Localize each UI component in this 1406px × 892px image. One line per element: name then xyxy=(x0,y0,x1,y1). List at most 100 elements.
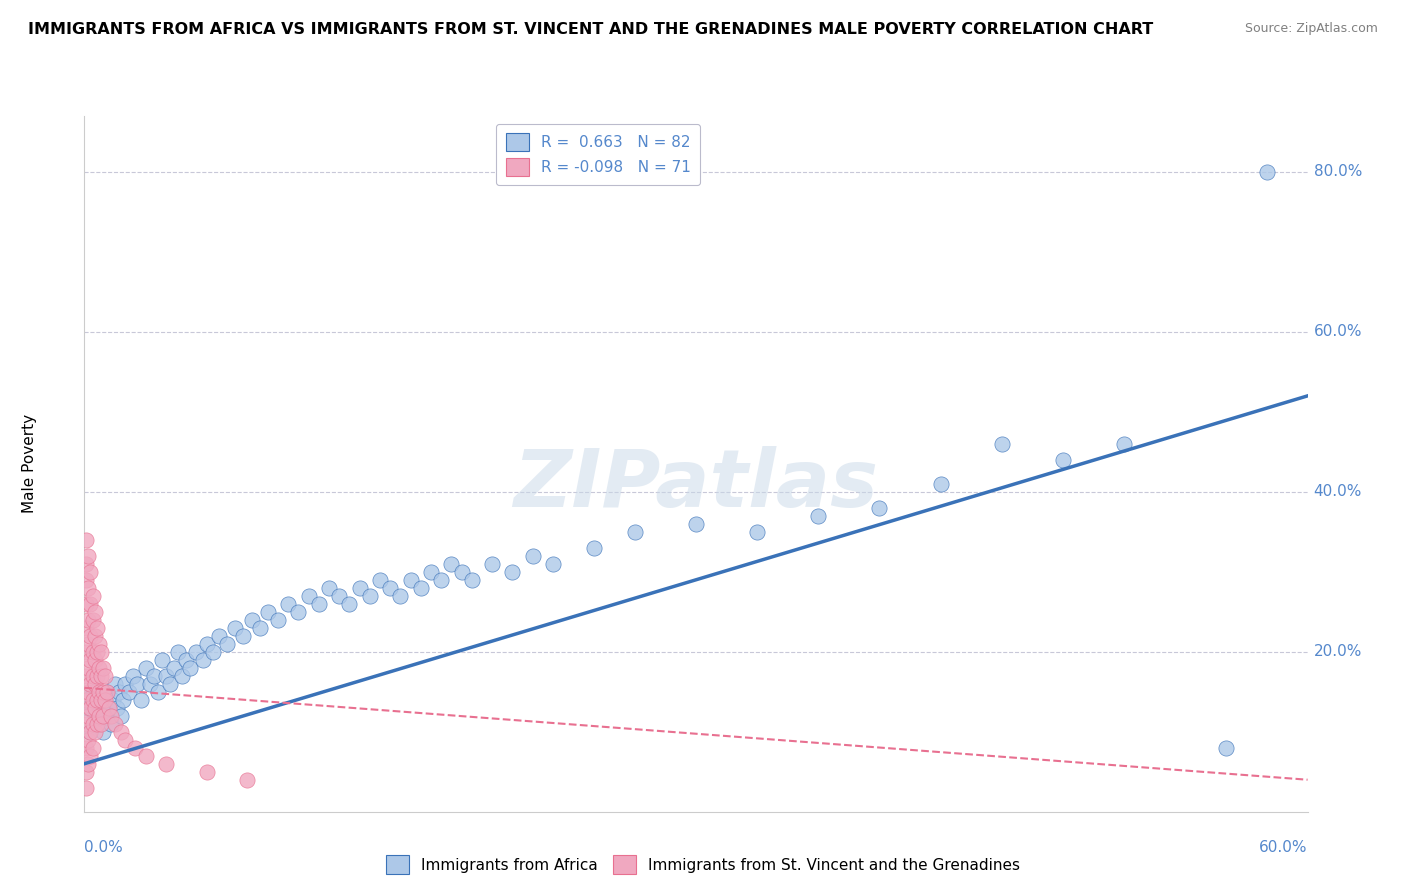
Point xyxy=(96,685,118,699)
Point xyxy=(91,661,114,675)
Point xyxy=(79,565,101,579)
Point xyxy=(747,524,769,539)
Point xyxy=(104,716,127,731)
Point xyxy=(368,573,391,587)
Point xyxy=(308,597,330,611)
Point xyxy=(135,661,157,675)
Point xyxy=(208,629,231,643)
Point xyxy=(127,677,149,691)
Point xyxy=(82,613,104,627)
Point xyxy=(77,581,100,595)
Text: 20.0%: 20.0% xyxy=(1313,644,1362,659)
Point xyxy=(83,605,105,619)
Point xyxy=(118,685,141,699)
Point xyxy=(150,653,173,667)
Point xyxy=(440,557,463,571)
Point xyxy=(174,653,197,667)
Point xyxy=(82,740,104,755)
Point xyxy=(82,692,104,706)
Point xyxy=(79,629,101,643)
Point xyxy=(83,629,105,643)
Point xyxy=(124,740,146,755)
Point xyxy=(522,549,544,563)
Point xyxy=(298,589,321,603)
Point xyxy=(75,645,97,659)
Point xyxy=(77,637,100,651)
Point xyxy=(91,724,114,739)
Point xyxy=(240,613,263,627)
Text: IMMIGRANTS FROM AFRICA VS IMMIGRANTS FROM ST. VINCENT AND THE GRENADINES MALE PO: IMMIGRANTS FROM AFRICA VS IMMIGRANTS FRO… xyxy=(28,22,1153,37)
Point xyxy=(79,724,101,739)
Point xyxy=(1256,165,1278,179)
Point xyxy=(77,756,100,771)
Point xyxy=(179,661,201,675)
Point xyxy=(77,685,100,699)
Point xyxy=(83,653,105,667)
Point xyxy=(83,724,105,739)
Point xyxy=(481,557,503,571)
Point xyxy=(399,573,422,587)
Text: 0.0%: 0.0% xyxy=(84,839,124,855)
Point xyxy=(380,581,402,595)
Point xyxy=(77,732,100,747)
Point xyxy=(249,621,271,635)
Point xyxy=(155,669,177,683)
Point xyxy=(869,500,891,515)
Point xyxy=(191,653,214,667)
Point xyxy=(146,685,169,699)
Point xyxy=(75,597,97,611)
Point xyxy=(79,700,101,714)
Point xyxy=(75,740,97,755)
Point xyxy=(114,677,136,691)
Point xyxy=(1114,437,1136,451)
Point xyxy=(450,565,472,579)
Point xyxy=(105,700,128,714)
Point xyxy=(82,669,104,683)
Text: Male Poverty: Male Poverty xyxy=(22,414,37,514)
Point xyxy=(186,645,208,659)
Point xyxy=(100,716,122,731)
Point xyxy=(83,708,105,723)
Point xyxy=(79,724,101,739)
Point xyxy=(267,613,290,627)
Point xyxy=(75,621,97,635)
Text: 40.0%: 40.0% xyxy=(1313,484,1362,500)
Point xyxy=(110,708,132,723)
Point xyxy=(97,700,120,714)
Point xyxy=(79,677,101,691)
Point xyxy=(114,732,136,747)
Point xyxy=(86,692,108,706)
Point xyxy=(79,597,101,611)
Point xyxy=(328,589,350,603)
Point xyxy=(318,581,340,595)
Point xyxy=(86,669,108,683)
Legend: R =  0.663   N = 82, R = -0.098   N = 71: R = 0.663 N = 82, R = -0.098 N = 71 xyxy=(496,124,700,186)
Point xyxy=(86,692,108,706)
Point xyxy=(75,692,97,706)
Text: 60.0%: 60.0% xyxy=(1260,839,1308,855)
Point xyxy=(100,708,122,723)
Legend: Immigrants from Africa, Immigrants from St. Vincent and the Grenadines: Immigrants from Africa, Immigrants from … xyxy=(380,849,1026,880)
Point xyxy=(430,573,453,587)
Point xyxy=(77,661,100,675)
Point xyxy=(82,685,104,699)
Point xyxy=(79,748,101,763)
Point xyxy=(142,669,165,683)
Point xyxy=(77,549,100,563)
Point xyxy=(195,637,218,651)
Point xyxy=(86,621,108,635)
Point xyxy=(75,557,97,571)
Point xyxy=(1215,740,1237,755)
Point xyxy=(163,661,186,675)
Point xyxy=(86,716,108,731)
Point xyxy=(104,677,127,691)
Point xyxy=(389,589,412,603)
Point xyxy=(93,708,115,723)
Point xyxy=(83,677,105,691)
Point xyxy=(1052,453,1074,467)
Point xyxy=(82,716,104,731)
Point xyxy=(93,669,115,683)
Point xyxy=(82,645,104,659)
Point xyxy=(112,692,135,706)
Point xyxy=(101,692,124,706)
